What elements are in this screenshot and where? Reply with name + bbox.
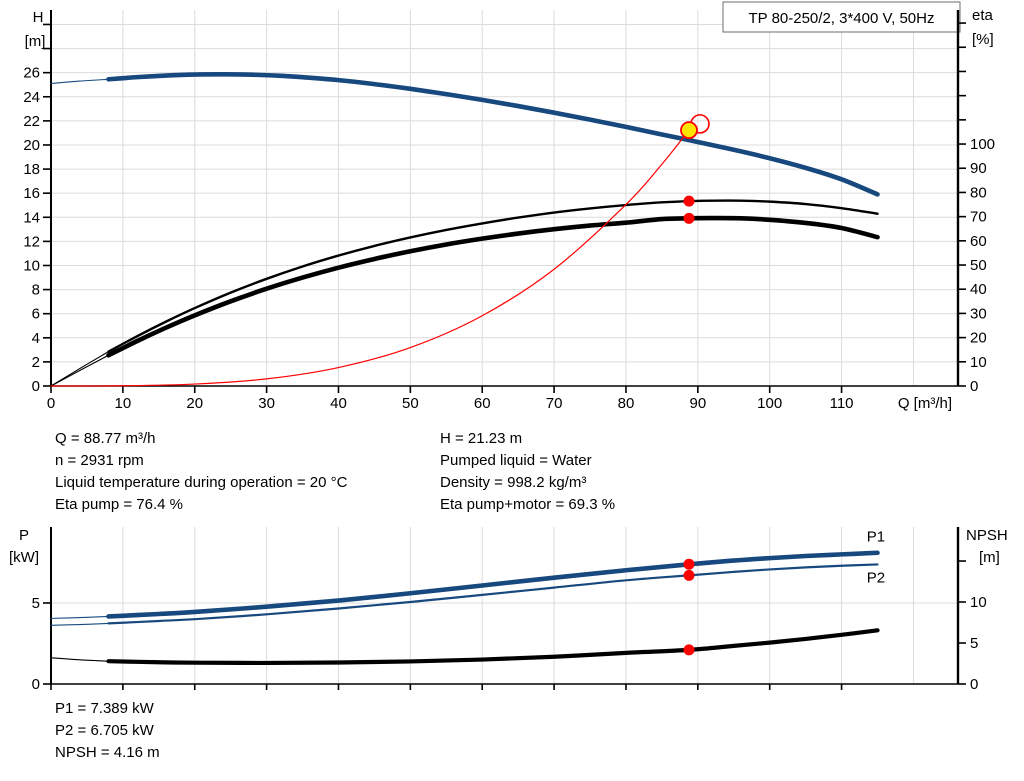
y-right-tick-label: 10	[970, 594, 987, 611]
info-line-liquid: Pumped liquid = Water	[440, 452, 592, 469]
y-right-tick-label: 60	[970, 233, 987, 250]
x-tick-label: 30	[258, 395, 275, 412]
x-tick-label: 40	[330, 395, 347, 412]
info-line-head: H = 21.23 m	[440, 430, 523, 447]
y-right-tick-label: 0	[970, 378, 978, 395]
y-left-tick-label: 14	[23, 209, 40, 226]
pump-title: TP 80-250/2, 3*400 V, 50Hz	[749, 10, 935, 27]
npsh-curve-leadin	[50, 657, 110, 662]
y-left-tick-label: 5	[32, 595, 40, 612]
operating-data-left: Q = 88.77 m³/h n = 2931 rpm Liquid tempe…	[55, 428, 347, 516]
y-left-tick-label: 12	[23, 233, 40, 250]
x-tick-label: 0	[47, 395, 55, 412]
y-left-tick-label: 10	[23, 257, 40, 274]
x-tick-label: 20	[186, 395, 203, 412]
y-right-tick-label: 5	[970, 635, 978, 652]
p1-curve-leadin	[50, 615, 110, 619]
y-left-tick-label: 0	[32, 378, 40, 395]
p1-curve	[106, 550, 880, 619]
y-left-tick-label: 8	[32, 282, 40, 299]
y-left-tick-label: 2	[32, 354, 40, 371]
p2-curve	[107, 563, 879, 625]
operating-data-right: H = 21.23 m Pumped liquid = Water Densit…	[440, 428, 615, 516]
x-tick-label: 70	[546, 395, 563, 412]
x-axis-unit-label: Q [m³/h]	[898, 395, 952, 412]
qh-curve	[106, 72, 880, 197]
y-right-tick-label: 40	[970, 281, 987, 298]
y-left-tick-label: 16	[23, 185, 40, 202]
y-left-tick-label: 0	[32, 676, 40, 693]
y-left-tick-label: 22	[23, 113, 40, 130]
qh-curve-leadin	[50, 78, 110, 85]
series-label-p1: P1	[867, 528, 885, 545]
info-line-q: Q = 88.77 m³/h	[55, 430, 156, 447]
p2-point	[683, 569, 695, 581]
y-right-tick-label: 30	[970, 305, 987, 322]
info-line-eta-total: Eta pump+motor = 69.3 %	[440, 496, 616, 513]
y-left-tick-label: 24	[23, 89, 40, 106]
system-curve	[50, 129, 690, 387]
eta-pump-motor-curve	[106, 215, 880, 358]
x-tick-label: 80	[618, 395, 635, 412]
p1-point	[683, 558, 695, 570]
pump-title-box	[722, 1, 961, 33]
y-right-tick-label: 50	[970, 257, 987, 274]
y-left-tick-label: 6	[32, 306, 40, 323]
eta-pump-curve	[107, 199, 879, 353]
y-right-axis-label: eta	[972, 7, 994, 24]
info-line-eta-pump: Eta pump = 76.4 %	[55, 496, 183, 513]
npsh-point	[683, 644, 695, 656]
y-right-tick-label: 10	[970, 354, 987, 371]
y-right-tick-label: 20	[970, 330, 987, 347]
eta-pump-motor-curve-leadin	[50, 354, 110, 387]
p2-curve-leadin	[50, 622, 110, 626]
info-line-p1: P1 = 7.389 kW	[55, 700, 154, 717]
eta-pump-point	[683, 195, 695, 207]
power-npsh-chart: 0 5 0 5 10 P [kW] NPSH [m] P1 P2	[9, 527, 1008, 693]
y-right-tick-label: 70	[970, 209, 987, 226]
x-tick-label: 60	[474, 395, 491, 412]
y-left-tick-label: 4	[32, 330, 40, 347]
y-right-tick-label: 0	[970, 676, 978, 693]
x-tick-label: 10	[115, 395, 132, 412]
x-tick-label: 100	[757, 395, 782, 412]
info-line-p2: P2 = 6.705 kW	[55, 722, 154, 739]
y-left-axis-label: H	[33, 9, 44, 26]
info-line-speed: n = 2931 rpm	[55, 452, 144, 469]
x-tick-label: 50	[402, 395, 419, 412]
duty-point[interactable]	[680, 121, 698, 140]
y-left-axis-label: [kW]	[9, 549, 39, 566]
eta-pump-motor-point	[683, 212, 695, 224]
y-right-tick-label: 80	[970, 184, 987, 201]
y-left-tick-label: 18	[23, 161, 40, 178]
y-right-axis-label: [%]	[972, 31, 994, 48]
y-left-tick-label: 20	[23, 137, 40, 154]
y-left-axis-label: [m]	[25, 33, 46, 50]
info-line-temperature: Liquid temperature during operation = 20…	[55, 474, 348, 491]
series-label-p2: P2	[867, 570, 885, 587]
y-left-axis-label: P	[19, 527, 29, 544]
info-line-density: Density = 998.2 kg/m³	[440, 474, 587, 491]
info-line-npsh: NPSH = 4.16 m	[55, 744, 160, 761]
y-left-tick-label: 26	[23, 65, 40, 82]
y-right-tick-label: 90	[970, 160, 987, 177]
y-right-tick-label: 100	[970, 136, 995, 153]
x-tick-label: 90	[689, 395, 706, 412]
y-right-axis-label: NPSH	[966, 527, 1008, 544]
y-right-axis-label: [m]	[979, 549, 1000, 566]
npsh-curve	[106, 628, 880, 666]
power-data: P1 = 7.389 kW P2 = 6.705 kW NPSH = 4.16 …	[55, 698, 160, 764]
x-tick-label: 110	[830, 395, 854, 412]
